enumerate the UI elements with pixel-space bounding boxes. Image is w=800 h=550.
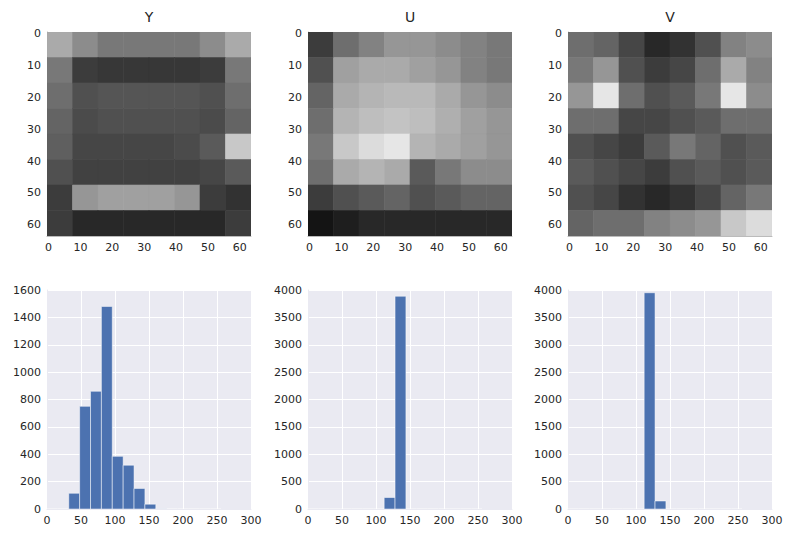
svg-text:50: 50 (335, 514, 349, 527)
svg-text:50: 50 (462, 241, 476, 254)
svg-text:300: 300 (241, 514, 262, 527)
svg-text:20: 20 (288, 91, 302, 104)
svg-text:1600: 1600 (13, 284, 41, 297)
svg-text:0: 0 (306, 241, 313, 254)
svg-text:1000: 1000 (13, 366, 41, 379)
svg-text:50: 50 (595, 514, 609, 527)
svg-text:60: 60 (288, 218, 302, 231)
svg-text:30: 30 (288, 123, 302, 136)
svg-text:20: 20 (105, 241, 119, 254)
svg-text:50: 50 (722, 241, 736, 254)
svg-text:30: 30 (548, 123, 562, 136)
svg-text:0: 0 (565, 514, 572, 527)
svg-text:2000: 2000 (534, 393, 562, 406)
svg-text:100: 100 (626, 514, 647, 527)
svg-text:60: 60 (754, 241, 768, 254)
svg-text:60: 60 (494, 241, 508, 254)
svg-text:0: 0 (566, 241, 573, 254)
svg-text:20: 20 (366, 241, 380, 254)
svg-text:200: 200 (434, 514, 455, 527)
svg-text:1400: 1400 (13, 311, 41, 324)
svg-text:10: 10 (334, 241, 348, 254)
svg-text:U: U (405, 9, 415, 25)
svg-text:0: 0 (295, 27, 302, 40)
svg-text:250: 250 (468, 514, 489, 527)
svg-text:1000: 1000 (534, 448, 562, 461)
svg-text:20: 20 (27, 91, 41, 104)
svg-text:2500: 2500 (534, 366, 562, 379)
svg-text:3000: 3000 (274, 338, 302, 351)
svg-text:Y: Y (144, 9, 154, 25)
svg-text:2000: 2000 (274, 393, 302, 406)
svg-text:1000: 1000 (274, 448, 302, 461)
svg-text:2500: 2500 (274, 366, 302, 379)
svg-text:0: 0 (555, 27, 562, 40)
svg-text:100: 100 (366, 514, 387, 527)
svg-text:3000: 3000 (534, 338, 562, 351)
svg-text:200: 200 (173, 514, 194, 527)
svg-text:10: 10 (27, 59, 41, 72)
svg-text:30: 30 (137, 241, 151, 254)
svg-text:3500: 3500 (274, 311, 302, 324)
svg-text:0: 0 (295, 503, 302, 516)
svg-text:10: 10 (288, 59, 302, 72)
svg-text:50: 50 (27, 186, 41, 199)
svg-text:50: 50 (548, 186, 562, 199)
svg-text:V: V (665, 9, 675, 25)
svg-text:3500: 3500 (534, 311, 562, 324)
svg-text:200: 200 (694, 514, 715, 527)
svg-text:30: 30 (398, 241, 412, 254)
svg-text:50: 50 (288, 186, 302, 199)
svg-text:40: 40 (548, 155, 562, 168)
svg-text:0: 0 (44, 514, 51, 527)
svg-text:300: 300 (762, 514, 783, 527)
svg-text:40: 40 (169, 241, 183, 254)
svg-text:40: 40 (430, 241, 444, 254)
svg-text:600: 600 (20, 420, 41, 433)
svg-text:0: 0 (45, 241, 52, 254)
svg-text:50: 50 (201, 241, 215, 254)
svg-text:20: 20 (626, 241, 640, 254)
svg-text:10: 10 (548, 59, 562, 72)
svg-text:1500: 1500 (274, 420, 302, 433)
svg-text:500: 500 (281, 475, 302, 488)
svg-text:150: 150 (400, 514, 421, 527)
svg-text:150: 150 (139, 514, 160, 527)
svg-text:60: 60 (548, 218, 562, 231)
svg-text:10: 10 (594, 241, 608, 254)
svg-text:1200: 1200 (13, 338, 41, 351)
svg-text:0: 0 (34, 27, 41, 40)
svg-text:0: 0 (555, 503, 562, 516)
svg-text:4000: 4000 (274, 284, 302, 297)
svg-text:10: 10 (73, 241, 87, 254)
svg-text:60: 60 (233, 241, 247, 254)
svg-text:300: 300 (502, 514, 523, 527)
svg-text:250: 250 (207, 514, 228, 527)
svg-text:150: 150 (660, 514, 681, 527)
svg-text:800: 800 (20, 393, 41, 406)
svg-text:30: 30 (658, 241, 672, 254)
svg-text:0: 0 (34, 503, 41, 516)
svg-text:40: 40 (27, 155, 41, 168)
svg-text:500: 500 (541, 475, 562, 488)
svg-text:40: 40 (288, 155, 302, 168)
svg-text:4000: 4000 (534, 284, 562, 297)
svg-text:200: 200 (20, 475, 41, 488)
svg-text:20: 20 (548, 91, 562, 104)
svg-text:400: 400 (20, 448, 41, 461)
svg-text:0: 0 (305, 514, 312, 527)
svg-text:1500: 1500 (534, 420, 562, 433)
svg-text:40: 40 (690, 241, 704, 254)
svg-text:30: 30 (27, 123, 41, 136)
svg-text:50: 50 (74, 514, 88, 527)
svg-text:250: 250 (728, 514, 749, 527)
svg-text:100: 100 (105, 514, 126, 527)
svg-text:60: 60 (27, 218, 41, 231)
